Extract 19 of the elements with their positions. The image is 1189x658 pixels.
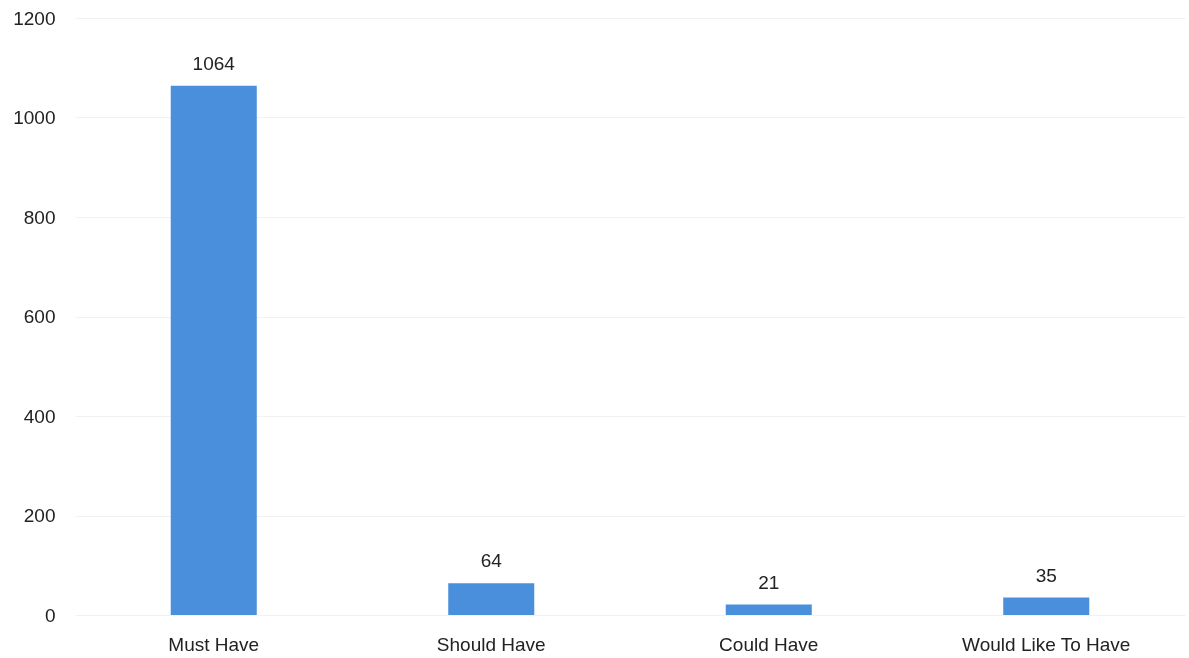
x-tick-label: Would Like To Have [962,633,1131,655]
y-tick-label: 1200 [13,7,56,29]
y-tick-label: 800 [23,206,56,228]
data-label: 64 [480,550,503,572]
y-tick-label: 200 [23,505,56,526]
bar [1003,597,1090,615]
data-label: 21 [758,571,780,593]
y-tick-label: 1000 [13,107,56,128]
bar [448,583,535,615]
y-tick-label: 600 [23,306,56,327]
data-label: 1064 [192,52,236,74]
bar [170,85,257,615]
x-tick-label: Could Have [719,633,819,655]
data-label: 35 [1035,564,1057,586]
y-tick-label: 0 [44,604,56,626]
bar [725,604,812,615]
x-tick-label: Must Have [168,633,260,655]
x-tick-label: Should Have [436,633,546,655]
y-tick-label: 400 [23,405,56,427]
